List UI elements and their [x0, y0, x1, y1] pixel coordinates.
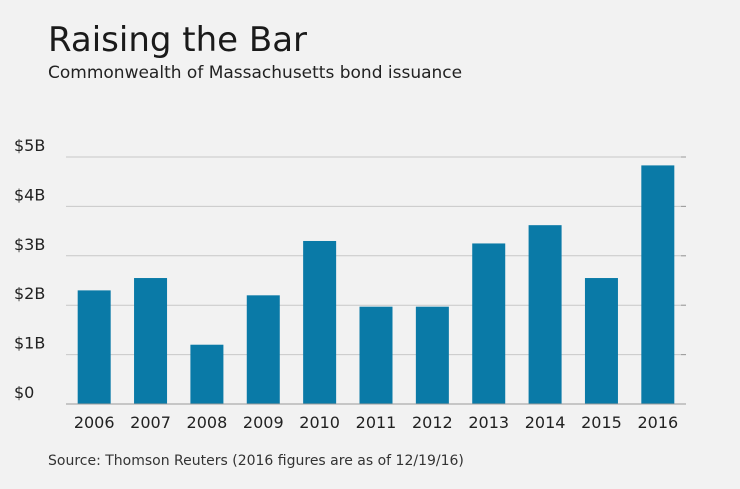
y-tick-label: $1B [14, 334, 45, 353]
chart-title: Raising the Bar [48, 20, 308, 60]
x-tick-label: 2013 [468, 413, 509, 432]
x-tick-label: 2012 [412, 413, 453, 432]
x-tick-label: 2010 [299, 413, 340, 432]
x-tick-label: 2006 [74, 413, 115, 432]
bar-2007 [134, 278, 168, 404]
x-tick-label: 2007 [130, 413, 171, 432]
bar-2010 [303, 240, 337, 404]
y-tick-label: $5B [14, 136, 45, 155]
y-tick-label: $3B [14, 235, 45, 254]
axes: $0 $1B $2B $3B $4B $5B 2006 2007 2008 2009 2010 201… [14, 136, 686, 432]
bar-2015 [584, 278, 618, 404]
bar-2006 [77, 290, 111, 404]
x-tick-label: 2015 [581, 413, 622, 432]
x-tick-label: 2014 [525, 413, 566, 432]
y-tick-label: $0 [14, 383, 34, 402]
source-note: Source: Thomson Reuters (2016 figures ar… [48, 453, 464, 469]
x-tick-label: 2011 [356, 413, 397, 432]
y-tick-label: $4B [14, 185, 45, 204]
x-tick-label: 2009 [243, 413, 284, 432]
x-tick-label: 2008 [187, 413, 228, 432]
bar-2008 [190, 344, 224, 404]
bar-2009 [246, 295, 280, 404]
bar-2014 [528, 225, 562, 404]
bar-2011 [359, 306, 393, 404]
chart-subtitle: Commonwealth of Massachusetts bond issua… [48, 63, 463, 83]
x-tick-label: 2016 [637, 413, 678, 432]
bar-2016 [641, 165, 675, 404]
y-tick-label: $2B [14, 284, 45, 303]
bar-2012 [415, 306, 449, 404]
bars [77, 165, 675, 404]
bar-2013 [472, 243, 506, 404]
